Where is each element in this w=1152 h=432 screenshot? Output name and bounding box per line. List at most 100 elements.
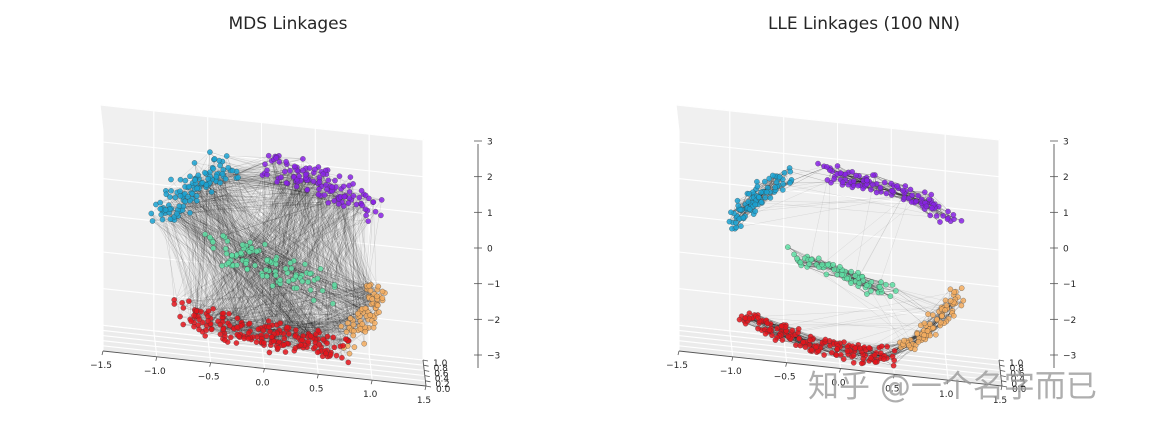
linkage bbox=[184, 193, 245, 339]
data-point bbox=[877, 284, 883, 290]
data-point bbox=[945, 208, 951, 215]
linkage bbox=[218, 173, 268, 261]
linkage bbox=[207, 178, 244, 337]
linkage bbox=[222, 317, 274, 338]
linkage bbox=[222, 313, 371, 316]
linkage bbox=[232, 255, 283, 346]
data-point bbox=[222, 176, 229, 182]
linkage bbox=[297, 181, 345, 348]
data-point bbox=[265, 318, 272, 324]
linkage bbox=[198, 188, 270, 353]
linkage bbox=[279, 161, 304, 348]
data-point bbox=[367, 312, 373, 319]
x-tick-label: 1.5 bbox=[417, 396, 431, 406]
data-point bbox=[281, 342, 287, 348]
data-point bbox=[781, 170, 788, 176]
data-point bbox=[733, 219, 739, 226]
linkage bbox=[290, 204, 357, 264]
y-tick bbox=[424, 370, 430, 372]
linkage bbox=[223, 320, 361, 330]
data-point bbox=[168, 176, 174, 183]
data-point bbox=[815, 255, 822, 262]
linkage bbox=[195, 183, 371, 285]
linkage bbox=[208, 203, 362, 312]
linkage bbox=[256, 177, 307, 337]
data-point bbox=[316, 341, 322, 348]
linkage bbox=[301, 205, 363, 276]
linkage bbox=[288, 186, 333, 328]
data-point bbox=[220, 232, 226, 239]
data-point bbox=[223, 250, 230, 257]
data-point bbox=[912, 346, 918, 353]
linkage bbox=[192, 182, 350, 329]
linkage bbox=[202, 182, 321, 269]
data-point bbox=[302, 261, 308, 267]
data-point bbox=[243, 260, 249, 267]
data-point bbox=[194, 198, 200, 204]
linkage bbox=[287, 183, 354, 321]
data-point bbox=[958, 218, 965, 224]
linkage bbox=[241, 203, 362, 255]
linkage bbox=[294, 202, 349, 280]
linkage bbox=[240, 285, 367, 327]
linkage bbox=[249, 174, 327, 253]
linkage bbox=[179, 210, 225, 334]
linkage bbox=[313, 198, 370, 301]
data-point bbox=[379, 288, 386, 295]
linkage bbox=[289, 170, 335, 285]
data-point bbox=[219, 171, 226, 177]
data-point bbox=[236, 333, 242, 339]
data-point bbox=[837, 170, 844, 176]
y-tick-label: 0.8 bbox=[434, 364, 449, 374]
linkage bbox=[211, 191, 348, 341]
data-point bbox=[379, 295, 386, 301]
data-point bbox=[294, 285, 300, 291]
linkage bbox=[313, 172, 347, 332]
linkage bbox=[191, 192, 371, 291]
linkage bbox=[222, 173, 263, 176]
linkage bbox=[223, 176, 251, 243]
data-point bbox=[321, 192, 328, 198]
x-tick-label: −0.5 bbox=[198, 373, 220, 383]
data-point bbox=[752, 201, 759, 208]
data-point bbox=[277, 277, 283, 283]
linkage bbox=[271, 203, 362, 263]
linkage bbox=[165, 209, 175, 300]
linkage bbox=[233, 172, 315, 329]
linkage bbox=[170, 218, 239, 329]
data-point bbox=[947, 298, 954, 304]
data-point bbox=[776, 174, 783, 180]
y-tick bbox=[425, 380, 431, 383]
data-point bbox=[778, 323, 785, 329]
data-point bbox=[356, 194, 363, 201]
data-point bbox=[273, 256, 279, 263]
data-point bbox=[293, 183, 300, 190]
linkage bbox=[211, 179, 298, 193]
linkage bbox=[314, 183, 319, 337]
linkage bbox=[162, 211, 341, 347]
data-point bbox=[746, 310, 753, 316]
data-point bbox=[366, 195, 372, 202]
linkage bbox=[286, 164, 360, 327]
linkage bbox=[265, 181, 297, 270]
linkage bbox=[276, 156, 375, 295]
data-point bbox=[264, 257, 270, 263]
linkage bbox=[280, 279, 341, 347]
linkage bbox=[245, 245, 283, 346]
data-point bbox=[300, 156, 306, 162]
linkage bbox=[340, 196, 373, 300]
watermark: 知乎 @一个名字而已 bbox=[808, 369, 1097, 405]
data-point bbox=[878, 343, 885, 350]
data-point bbox=[305, 279, 311, 285]
linkage bbox=[168, 188, 320, 206]
chart-title: LLE Linkages (100 NN) bbox=[768, 14, 960, 34]
data-point bbox=[325, 177, 332, 184]
data-point bbox=[286, 331, 292, 337]
linkage bbox=[180, 195, 347, 333]
linkage bbox=[152, 197, 360, 222]
linkage bbox=[216, 176, 371, 285]
linkage bbox=[188, 290, 323, 302]
data-point bbox=[319, 287, 326, 294]
data-point bbox=[341, 193, 348, 200]
data-point bbox=[372, 208, 379, 215]
